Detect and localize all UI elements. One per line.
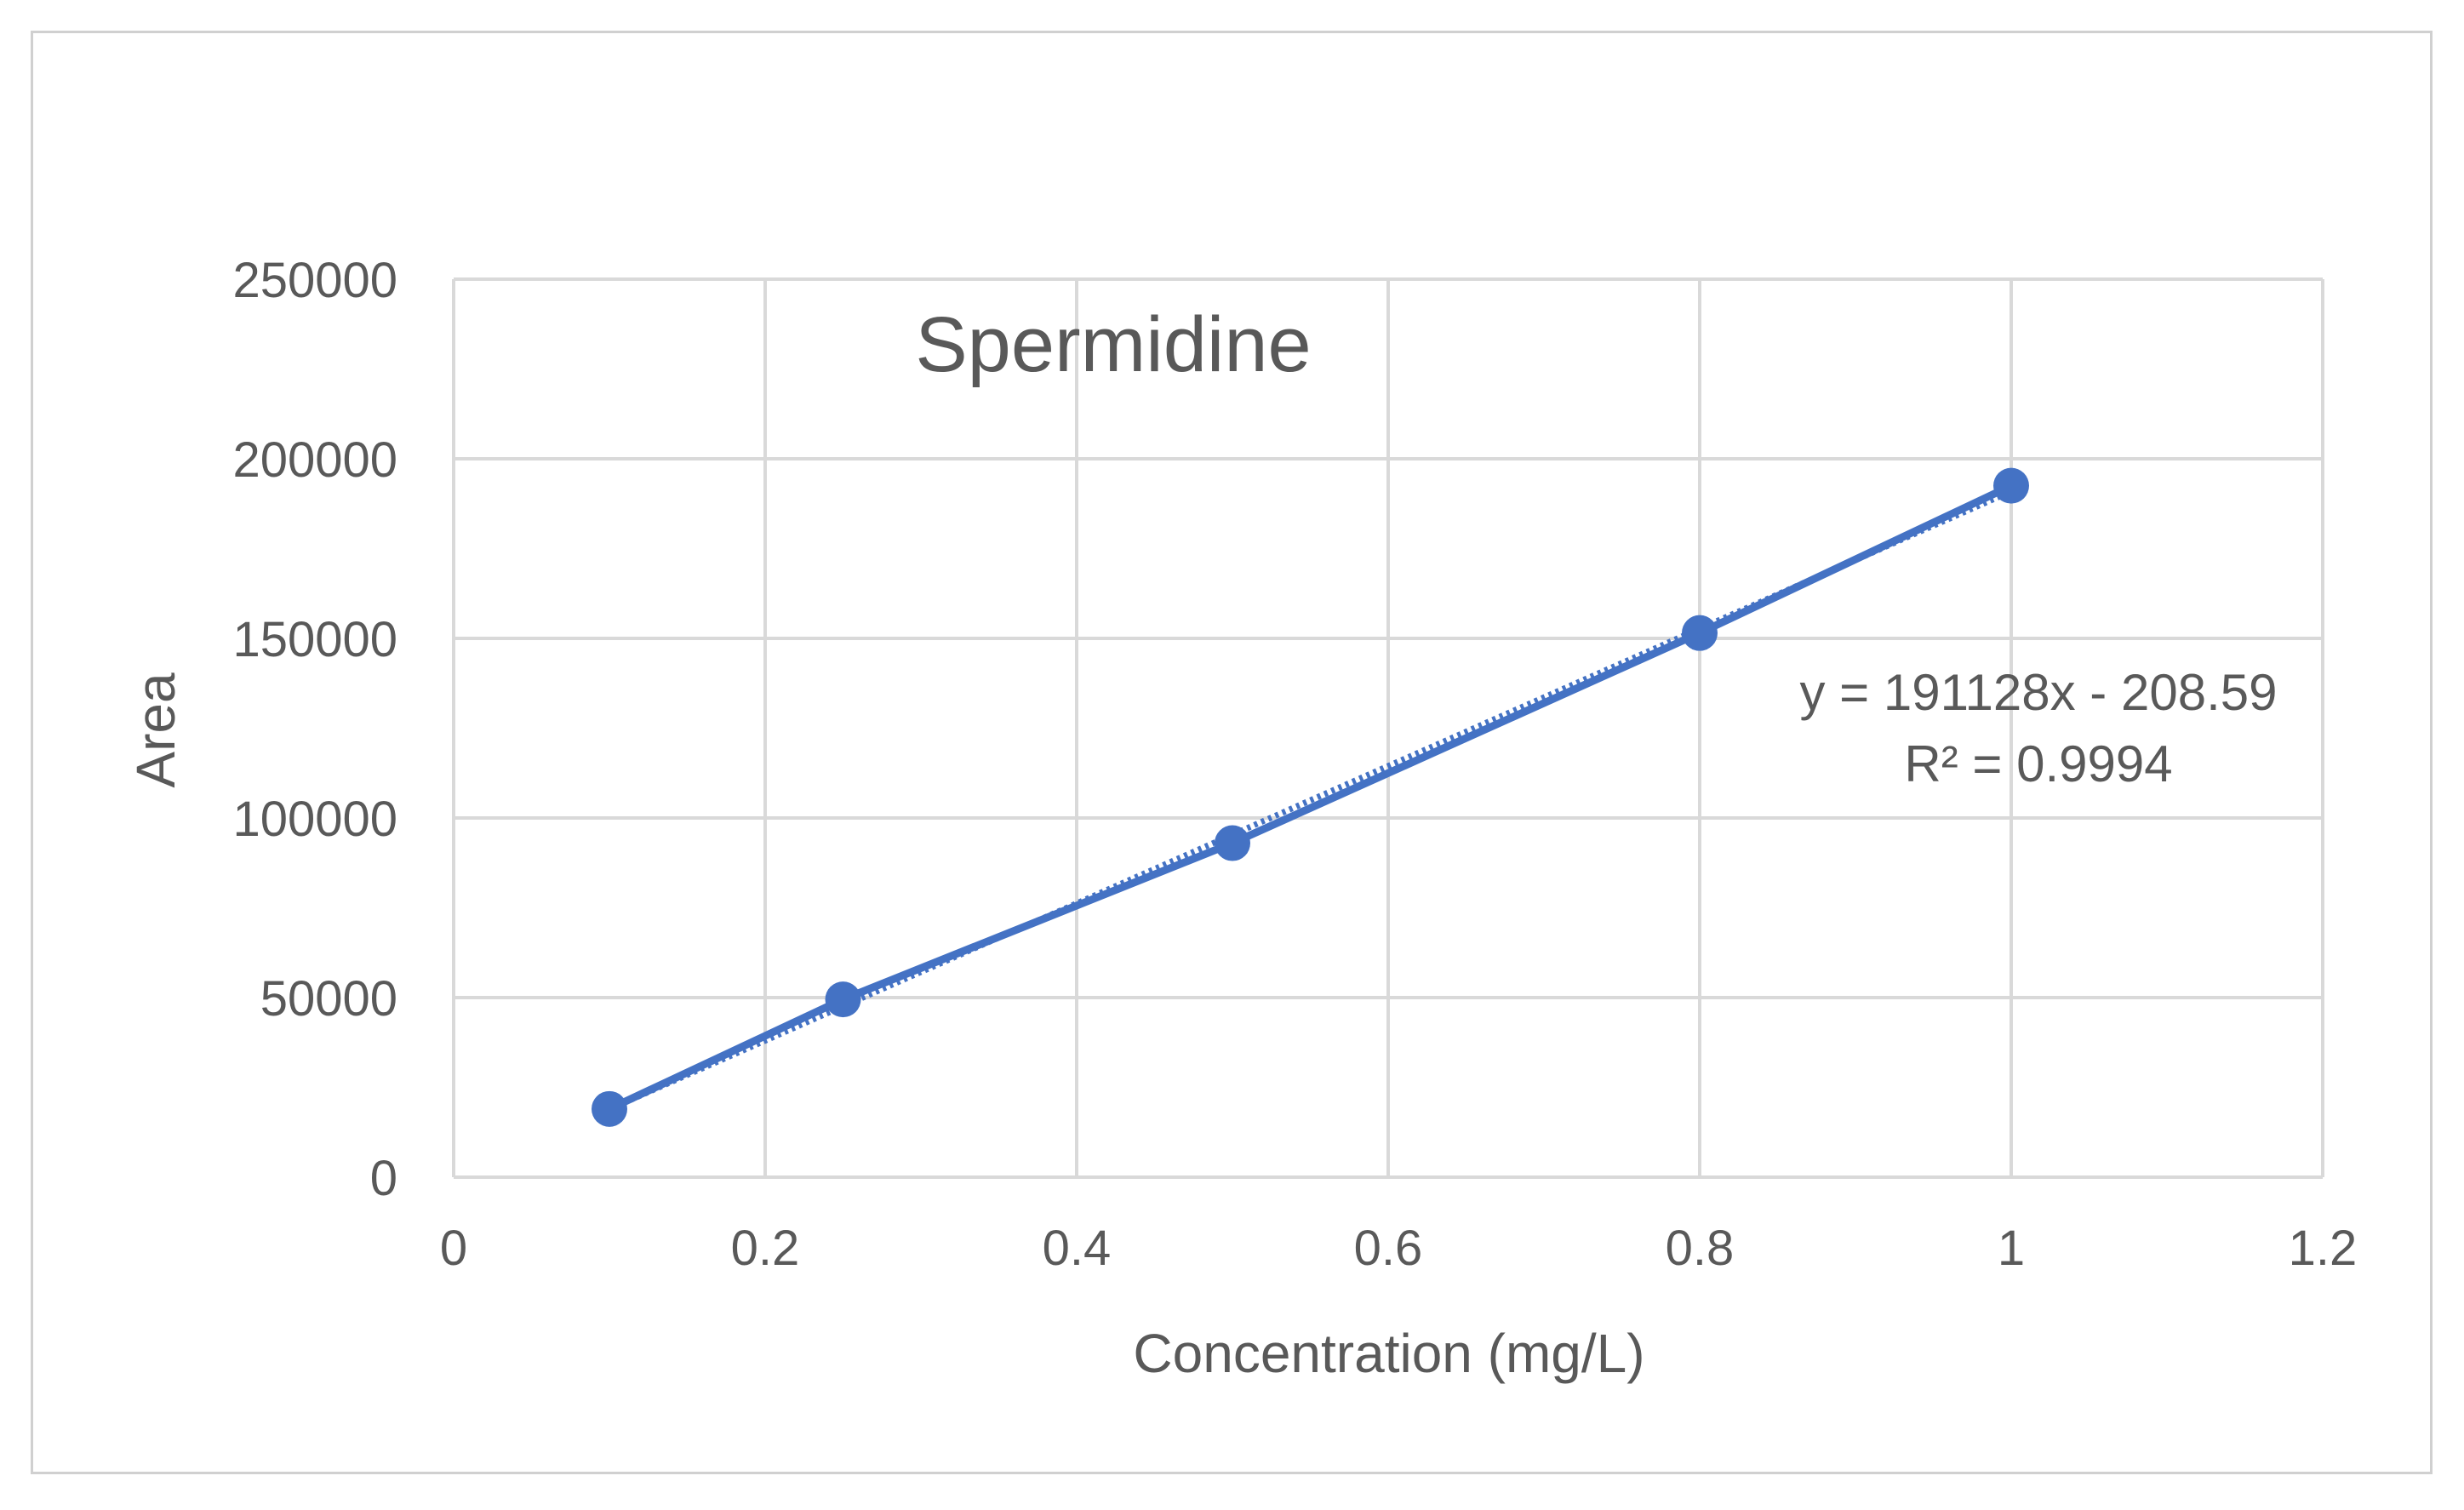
chart-frame [31, 31, 2433, 1474]
chart-title: Spermidine [915, 301, 1311, 388]
gridlines [454, 277, 2324, 1177]
data-point [1682, 615, 1718, 651]
x-tick-label: 1.2 [2289, 1221, 2358, 1276]
x-axis-title: Concentration (mg/L) [1133, 1323, 1644, 1384]
x-tick-label: 1 [1998, 1221, 2025, 1276]
y-axis-title: Area [125, 672, 186, 788]
trendline-r-squared: R² = 0.9994 [1904, 735, 2172, 792]
data-point [825, 981, 861, 1018]
x-tick-label: 0.4 [1043, 1221, 1112, 1276]
y-tick-label: 0 [370, 1151, 397, 1206]
data-point [1215, 825, 1250, 861]
x-tick-label: 0 [440, 1221, 467, 1276]
x-tick-label: 0.6 [1354, 1221, 1423, 1276]
y-tick-label: 100000 [232, 792, 397, 847]
series [592, 467, 2029, 1127]
tick-labels: 0 0.2 0.4 0.6 0.8 1 1.2 0 50000 100000 150000 20000… [232, 253, 2357, 1276]
x-tick-label: 0.8 [1666, 1221, 1735, 1276]
y-tick-label: 250000 [232, 253, 397, 308]
axes [452, 279, 2323, 1179]
trendline-equation: y = 191128x - 208.59 [1800, 664, 2278, 721]
data-point [1993, 467, 2029, 504]
y-tick-label: 200000 [232, 432, 397, 488]
data-point [592, 1090, 627, 1127]
x-tick-label: 0.2 [731, 1221, 800, 1276]
y-tick-label: 150000 [232, 612, 397, 667]
y-tick-label: 50000 [260, 971, 397, 1027]
